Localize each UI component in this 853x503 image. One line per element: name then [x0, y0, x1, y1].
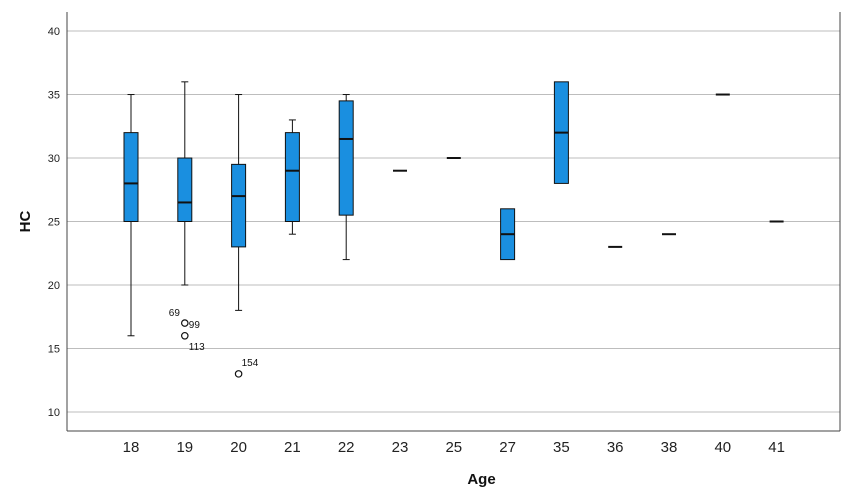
- x-axis-ticks: 18 19 20 21 22 23 25 27 35 36 38 40 41: [123, 439, 785, 456]
- y-tick-label-25: 25: [48, 217, 60, 229]
- y-axis-ticks: 10 15 20 25 30 35 40: [48, 26, 60, 419]
- x-tick-label-41: 41: [768, 439, 785, 456]
- y-axis-title: HC: [17, 211, 34, 233]
- box-21: [284, 119, 300, 235]
- plot-frame: [66, 12, 841, 432]
- box-22: [338, 94, 354, 261]
- outlier-20-13: 154: [234, 358, 259, 378]
- y-tick-label-40: 40: [48, 26, 60, 38]
- outlier-point-19-16: [181, 331, 189, 340]
- outlier-label-154: 154: [242, 358, 259, 369]
- box-series: [123, 81, 784, 337]
- y-tick-label-20: 20: [48, 280, 60, 292]
- outlier-label-113: 113: [189, 342, 205, 353]
- box-body-21: [284, 132, 300, 222]
- outliers: 69 99 113 154: [169, 308, 259, 378]
- box-body-19: [177, 157, 193, 222]
- box-19: [177, 81, 193, 286]
- box-body-20: [231, 163, 247, 248]
- x-tick-label-19: 19: [176, 439, 193, 456]
- outlier-19-16: 113: [181, 331, 205, 353]
- x-tick-label-22: 22: [338, 439, 355, 456]
- x-tick-label-35: 35: [553, 439, 570, 456]
- x-axis-title: Age: [467, 471, 495, 488]
- y-tick-label-15: 15: [48, 343, 60, 355]
- x-tick-label-27: 27: [499, 439, 516, 456]
- x-tick-label-38: 38: [661, 439, 678, 456]
- x-tick-label-40: 40: [714, 439, 731, 456]
- y-tick-label-35: 35: [48, 90, 60, 102]
- x-tick-label-23: 23: [392, 439, 409, 456]
- x-tick-label-20: 20: [230, 439, 247, 456]
- y-tick-label-10: 10: [48, 407, 60, 419]
- outlier-19-17: 69 99: [169, 308, 201, 331]
- outlier-label-69: 69: [169, 308, 181, 319]
- box-27: [500, 208, 516, 261]
- box-35: [553, 81, 569, 184]
- box-20: [231, 94, 247, 311]
- x-tick-label-18: 18: [123, 439, 140, 456]
- x-tick-label-36: 36: [607, 439, 624, 456]
- outlier-label-99: 99: [189, 320, 201, 331]
- outlier-point-19-17: [181, 319, 189, 327]
- x-tick-label-21: 21: [284, 439, 301, 456]
- x-tick-label-25: 25: [445, 439, 462, 456]
- box-body-18: [123, 132, 139, 222]
- box-18: [123, 94, 139, 337]
- outlier-point-20-13: [234, 370, 243, 378]
- y-tick-label-30: 30: [48, 153, 60, 165]
- box-body-22: [338, 100, 354, 216]
